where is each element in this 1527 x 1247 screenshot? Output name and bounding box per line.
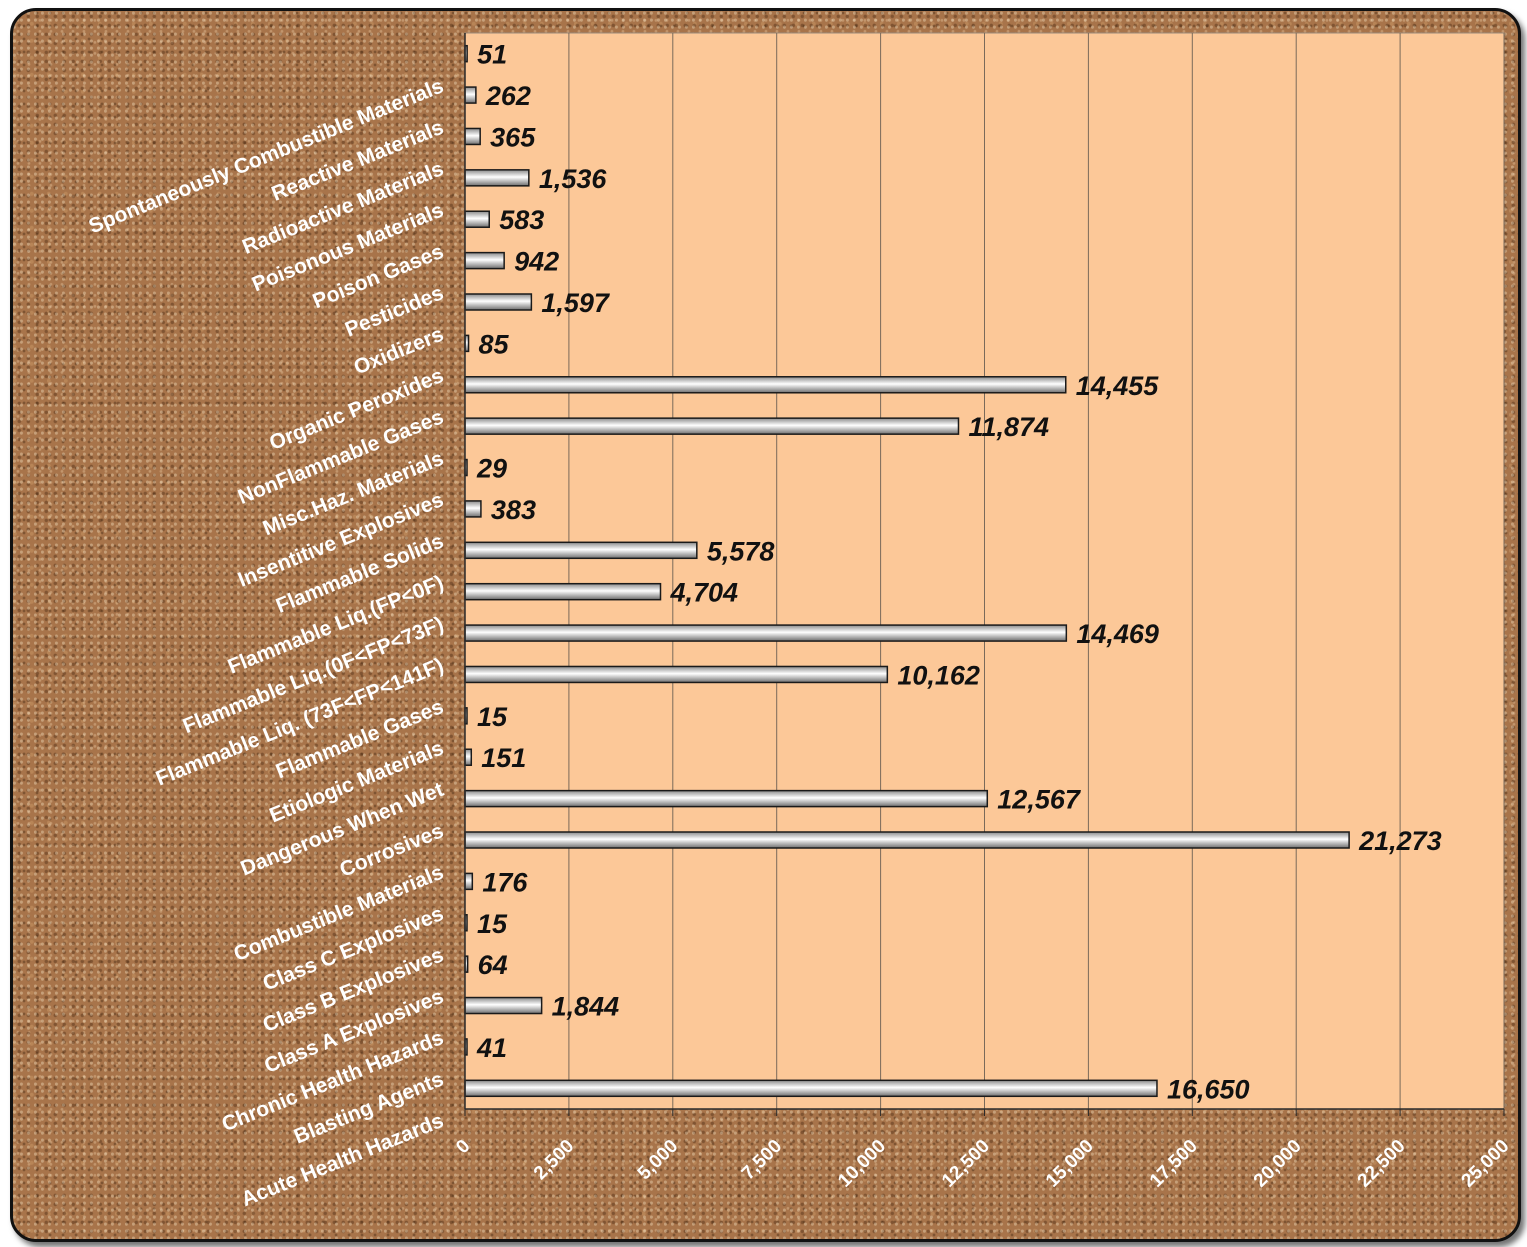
data-label: 262 (485, 81, 531, 111)
bar (464, 665, 889, 684)
bar (464, 500, 482, 518)
data-label: 64 (478, 950, 508, 980)
data-label: 365 (490, 122, 536, 152)
x-tick-label: 20,000 (1250, 1136, 1306, 1192)
data-label: 1,844 (552, 992, 620, 1022)
gridlines (568, 33, 1505, 1109)
data-label: 11,874 (968, 412, 1049, 442)
bar (464, 831, 1350, 849)
bar (464, 127, 481, 146)
bar (464, 582, 662, 601)
data-label: 14,469 (1076, 619, 1159, 649)
bar (464, 169, 530, 187)
data-label: 12,567 (997, 785, 1082, 815)
bar (464, 996, 543, 1015)
x-tick-label: 12,500 (938, 1136, 994, 1192)
hazard-bar-chart: 0 2,500 5,000 7,500 10,000 12,500 15,000 17,500… (86, 32, 1514, 1211)
data-label: 383 (491, 495, 536, 525)
chart-frame: 0 2,500 5,000 7,500 10,000 12,500 15,000 17,500… (10, 8, 1521, 1242)
data-label: 14,455 (1076, 371, 1160, 401)
data-label: 85 (479, 329, 510, 359)
bar (464, 789, 989, 808)
bar (464, 293, 533, 311)
bar (464, 748, 473, 766)
data-label: 21,273 (1358, 826, 1442, 856)
data-label: 41 (476, 1033, 507, 1063)
data-label: 51 (477, 40, 507, 70)
data-label: 15 (477, 702, 508, 732)
bar (464, 541, 698, 560)
x-tick-label: 22,500 (1354, 1136, 1410, 1192)
data-label: 16,650 (1167, 1074, 1250, 1104)
bar (464, 624, 1068, 642)
data-label: 10,162 (897, 660, 980, 690)
bar (464, 210, 490, 228)
data-label: 5,578 (707, 536, 775, 566)
data-label: 583 (499, 205, 544, 235)
x-tick-label: 25,000 (1458, 1136, 1514, 1192)
x-tick-label: 15,000 (1042, 1136, 1098, 1192)
x-tick-label: 17,500 (1146, 1136, 1202, 1192)
x-tick-label: 10,000 (834, 1136, 890, 1192)
data-label: 151 (481, 743, 526, 773)
data-label: 4,704 (669, 578, 738, 608)
bar (464, 1079, 1158, 1098)
x-tick-label: 2,500 (530, 1136, 578, 1184)
x-tick-label: 7,500 (738, 1136, 786, 1184)
data-label: 176 (482, 867, 528, 897)
bar (464, 86, 477, 104)
data-label: 15 (477, 909, 508, 939)
bar (464, 417, 960, 435)
bar (464, 872, 474, 891)
data-label: 1,536 (539, 164, 608, 194)
bar (464, 376, 1067, 394)
x-tick-label: 0 (452, 1136, 474, 1158)
data-labels: 16,650 41 1,844 64 15 176 21,273 12,567 151 15 10,… (476, 40, 1442, 1105)
data-label: 29 (476, 454, 507, 484)
data-label: 1,597 (541, 288, 611, 318)
data-label: 942 (514, 247, 559, 277)
x-tick-label: 5,000 (634, 1136, 682, 1184)
bar (464, 251, 505, 270)
